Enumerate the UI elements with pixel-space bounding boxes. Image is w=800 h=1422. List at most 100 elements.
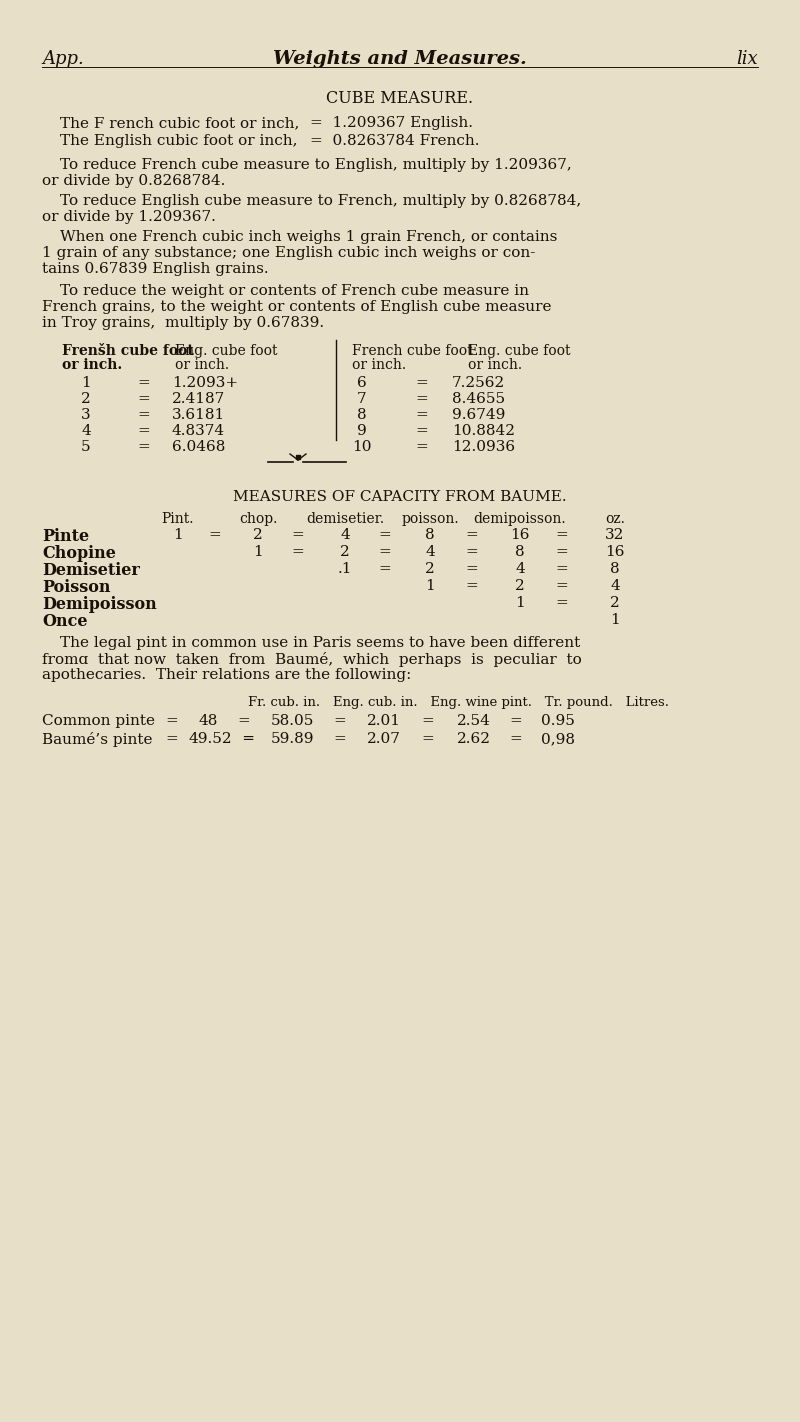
Text: 2: 2 [81,392,91,407]
Text: 10: 10 [352,439,372,454]
Text: 6: 6 [357,375,367,390]
Text: =: = [416,424,428,438]
Text: Fr. cub. in.   Eng. cub. in.   Eng. wine pint.   Tr. pound.   Litres.: Fr. cub. in. Eng. cub. in. Eng. wine pin… [248,695,669,710]
Text: To reduce English cube measure to French, multiply by 0.8268784,: To reduce English cube measure to French… [60,193,582,208]
Text: 1: 1 [515,596,525,610]
Text: 32: 32 [606,528,625,542]
Text: Pint.: Pint. [162,512,194,526]
Text: =: = [422,714,434,728]
Text: 2.07: 2.07 [367,732,401,747]
Text: =: = [510,732,522,747]
Text: 16: 16 [510,528,530,542]
Text: =: = [556,596,568,610]
Text: =: = [416,439,428,454]
Text: chop.: chop. [239,512,277,526]
Text: CUBE MEASURE.: CUBE MEASURE. [326,90,474,107]
Text: poisson.: poisson. [401,512,459,526]
Text: The F rench cubic foot or inch,: The F rench cubic foot or inch, [60,117,299,129]
Text: To reduce the weight or contents of French cube measure in: To reduce the weight or contents of Fren… [60,284,529,299]
Text: ═: ═ [243,732,253,747]
Text: =: = [334,714,346,728]
Text: =: = [166,732,178,747]
Text: or divide by 1.209367.: or divide by 1.209367. [42,210,216,225]
Text: =: = [416,375,428,390]
Text: =: = [466,528,478,542]
Text: =: = [510,714,522,728]
Text: =: = [138,392,150,407]
Text: 1: 1 [610,613,620,627]
Text: 5: 5 [81,439,91,454]
Text: or inch.: or inch. [352,358,406,373]
Text: The English cubic foot or inch,: The English cubic foot or inch, [60,134,298,148]
Text: Poisson: Poisson [42,579,110,596]
Text: =: = [138,375,150,390]
Text: 2: 2 [425,562,435,576]
Text: 8.4655: 8.4655 [452,392,505,407]
Text: French grains, to the weight or contents of English cube measure: French grains, to the weight or contents… [42,300,551,314]
Text: French cube foot: French cube foot [352,344,473,358]
Text: App.: App. [42,50,84,68]
Text: To reduce French cube measure to English, multiply by 1.209367,: To reduce French cube measure to English… [60,158,572,172]
Text: 2: 2 [515,579,525,593]
Text: fromɑ  that now  taken  from  Baumé,  which  perhaps  is  peculiar  to: fromɑ that now taken from Baumé, which p… [42,653,582,667]
Text: =: = [138,439,150,454]
Text: 1.2093+: 1.2093+ [172,375,238,390]
Text: or inch.: or inch. [468,358,522,373]
Text: Frenšh cube foot: Frenšh cube foot [62,344,194,358]
Text: 8: 8 [610,562,620,576]
Text: 1: 1 [81,375,91,390]
Text: Pinte: Pinte [42,528,89,545]
Text: 7: 7 [357,392,367,407]
Text: 0,98: 0,98 [541,732,575,747]
Text: tains 0.67839 English grains.: tains 0.67839 English grains. [42,262,269,276]
Text: =: = [466,579,478,593]
Text: =: = [238,714,250,728]
Text: 16: 16 [606,545,625,559]
Text: or inch.: or inch. [175,358,229,373]
Text: 2.01: 2.01 [367,714,401,728]
Text: =: = [556,579,568,593]
Text: Eng. cube foot: Eng. cube foot [175,344,278,358]
Text: Common pinte: Common pinte [42,714,155,728]
Text: 2.4187: 2.4187 [172,392,226,407]
Text: 58.05: 58.05 [270,714,314,728]
Text: 6.0468: 6.0468 [172,439,226,454]
Text: =: = [466,545,478,559]
Text: 12.0936: 12.0936 [452,439,515,454]
Text: =: = [556,545,568,559]
Text: Weights and Measures.: Weights and Measures. [273,50,527,68]
Text: 0.95: 0.95 [541,714,575,728]
Text: 2.54: 2.54 [457,714,491,728]
Text: 49.52: 49.52 [188,732,232,747]
Text: 2: 2 [610,596,620,610]
Text: 8: 8 [357,408,367,422]
Text: =: = [422,732,434,747]
Text: 2.62: 2.62 [457,732,491,747]
Text: 4.8374: 4.8374 [172,424,225,438]
Text: 10.8842: 10.8842 [452,424,515,438]
Text: demipoisson.: demipoisson. [474,512,566,526]
Text: 1: 1 [253,545,263,559]
Text: =: = [292,545,304,559]
Text: The legal pint in common use in Paris seems to have been different: The legal pint in common use in Paris se… [60,636,580,650]
Text: =  0.8263784 French.: = 0.8263784 French. [310,134,479,148]
Text: =: = [138,424,150,438]
Text: 4: 4 [425,545,435,559]
Text: =: = [378,528,391,542]
Text: 4: 4 [340,528,350,542]
Text: in Troy grains,  multiply by 0.67839.: in Troy grains, multiply by 0.67839. [42,316,324,330]
Text: Once: Once [42,613,87,630]
Text: =: = [378,545,391,559]
Text: 48: 48 [198,714,218,728]
Text: 9: 9 [357,424,367,438]
Text: Baumé’s pinte: Baumé’s pinte [42,732,153,747]
Text: demisetier.: demisetier. [306,512,384,526]
Text: 2: 2 [340,545,350,559]
Text: =: = [416,392,428,407]
Text: =: = [556,528,568,542]
Text: 2: 2 [253,528,263,542]
Text: MEASURES OF CAPACITY FROM BAUME.: MEASURES OF CAPACITY FROM BAUME. [233,491,567,503]
Text: 1 grain of any substance; one English cubic inch weighs or con-: 1 grain of any substance; one English cu… [42,246,535,260]
Text: oz.: oz. [605,512,625,526]
Text: =  1.209367 English.: = 1.209367 English. [310,117,473,129]
